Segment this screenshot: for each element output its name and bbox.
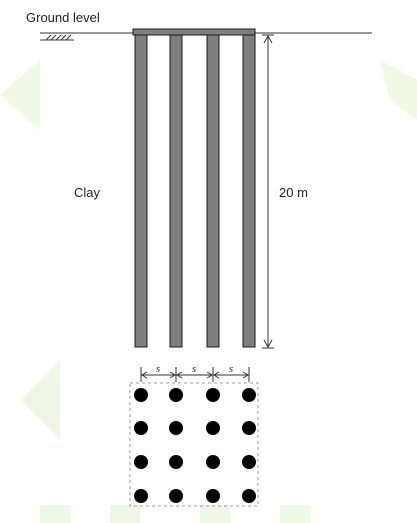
- ground-hatch-icon: [40, 34, 74, 41]
- spacing-dimension: [140, 367, 250, 382]
- pile: [169, 34, 183, 348]
- pile-group-plan-outline: [129, 382, 259, 507]
- spacing-label: s: [156, 363, 160, 375]
- pile-plan-dot: [242, 489, 256, 503]
- pile: [134, 34, 148, 348]
- spacing-label: s: [229, 363, 233, 375]
- pile: [206, 34, 220, 348]
- pile-plan-dot: [169, 489, 183, 503]
- pile-plan-dot: [206, 455, 220, 469]
- soil-label: Clay: [74, 185, 101, 200]
- pile-group-plan: [134, 388, 256, 503]
- pile-plan-dot: [242, 421, 256, 435]
- pile-plan-dot: [206, 489, 220, 503]
- pile-plan-dot: [134, 489, 148, 503]
- pile-plan-dot: [134, 455, 148, 469]
- pile-plan-dot: [169, 455, 183, 469]
- pile-cap: [132, 28, 256, 36]
- pile-length-dimension: [262, 34, 274, 349]
- ground-level-label: Ground level: [26, 10, 100, 25]
- pile-length-label: 20 m: [279, 185, 308, 200]
- pile: [242, 34, 256, 348]
- watermark: [0, 60, 417, 523]
- pile-plan-dot: [169, 421, 183, 435]
- pile-plan-dot: [206, 421, 220, 435]
- pile-plan-dot: [169, 388, 183, 402]
- spacing-label: s: [192, 363, 196, 375]
- piles-elevation: [134, 34, 256, 348]
- pile-plan-dot: [242, 455, 256, 469]
- pile-plan-dot: [206, 388, 220, 402]
- pile-plan-dot: [134, 388, 148, 402]
- pile-plan-dot: [242, 388, 256, 402]
- pile-plan-dot: [134, 421, 148, 435]
